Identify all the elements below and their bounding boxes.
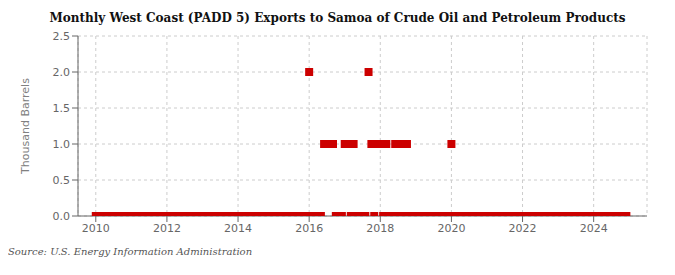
svg-text:2014: 2014 <box>224 222 252 235</box>
svg-text:2024: 2024 <box>580 222 608 235</box>
svg-text:2020: 2020 <box>437 222 465 235</box>
svg-text:2012: 2012 <box>153 222 181 235</box>
svg-text:0.5: 0.5 <box>53 174 71 187</box>
html-text:Monthly West Coast (PADD 5) Ex: Monthly West Coast (PADD 5) Exports to S… <box>49 11 626 25</box>
svg-text:2.5: 2.5 <box>53 30 71 43</box>
svg-text:1.0: 1.0 <box>53 138 71 151</box>
svg-text:2.0: 2.0 <box>53 66 71 79</box>
svg-text:2022: 2022 <box>509 222 537 235</box>
svg-text:2016: 2016 <box>295 222 323 235</box>
svg-text:2018: 2018 <box>366 222 394 235</box>
svg-text:1.5: 1.5 <box>53 102 71 115</box>
html-text:Source: U.S. Energy Informatio: Source: U.S. Energy Information Administ… <box>8 246 253 257</box>
svg-text:0.0: 0.0 <box>53 210 71 223</box>
svg-text:Thousand Barrels: Thousand Barrels <box>19 78 32 175</box>
svg-text:2010: 2010 <box>82 222 110 235</box>
